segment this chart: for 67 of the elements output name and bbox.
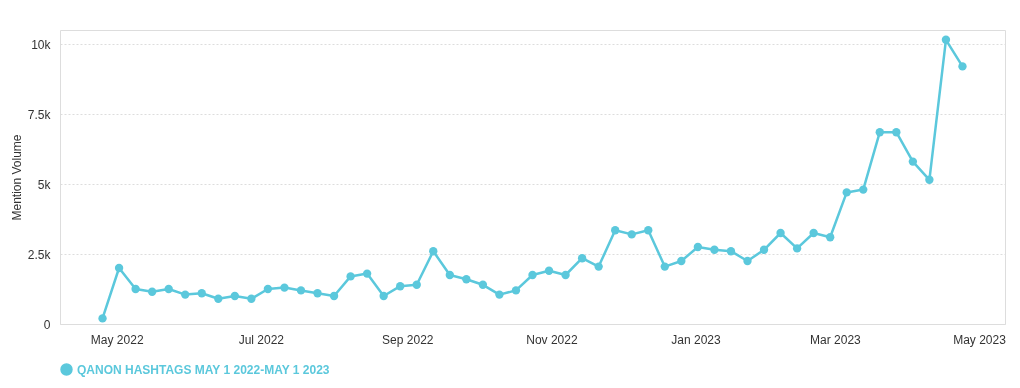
point: [412, 280, 421, 289]
point: [478, 280, 488, 289]
point: [98, 314, 107, 323]
point: [594, 262, 603, 271]
point: [825, 233, 835, 242]
point: [693, 242, 703, 252]
point: [280, 283, 289, 292]
point: [875, 128, 884, 137]
point: [941, 35, 951, 44]
point: [181, 290, 190, 299]
x-tick-label: May 2022: [90, 332, 144, 347]
point: [511, 286, 521, 295]
point: [677, 256, 686, 266]
point: [726, 247, 736, 256]
point: [346, 272, 355, 281]
point: [114, 263, 124, 273]
point: [660, 262, 669, 271]
point: [544, 266, 554, 275]
point: [263, 284, 273, 294]
point: [247, 294, 256, 303]
x-tick-label: Mar 2023: [810, 332, 862, 347]
point: [379, 291, 388, 301]
point: [809, 228, 818, 238]
point: [462, 275, 471, 284]
point: [528, 270, 537, 280]
point: [743, 256, 752, 266]
y-tick-label: 2.5k: [27, 247, 52, 262]
point: [561, 270, 570, 280]
point: [296, 286, 306, 295]
point: [164, 284, 173, 294]
point: [429, 247, 438, 256]
point: [958, 62, 967, 71]
point: [776, 228, 785, 238]
x-tick-label: Sep 2022: [382, 332, 434, 347]
point: [131, 284, 140, 294]
y-tick-label: 7.5k: [27, 107, 52, 122]
point: [925, 175, 934, 184]
point: [230, 291, 240, 301]
point: [313, 289, 322, 298]
point: [859, 185, 868, 194]
point: [892, 128, 901, 137]
point: [495, 290, 504, 299]
x-tick-label: Jan 2023: [671, 332, 722, 347]
point: [147, 287, 157, 296]
x-tick-label: Nov 2022: [526, 332, 578, 347]
point: [710, 245, 719, 254]
point: [396, 282, 405, 291]
point: [842, 188, 851, 197]
x-tick-label: May 2023: [953, 332, 1007, 347]
point: [759, 245, 769, 254]
legend-label: QANON HASHTAGS MAY 1 2022-MAY 1 2023: [77, 362, 330, 377]
y-tick-label: 5k: [37, 177, 52, 192]
y-tick-label: 0: [43, 317, 51, 332]
point: [214, 294, 223, 303]
point: [908, 157, 918, 166]
point: [362, 269, 372, 278]
point: [611, 226, 620, 235]
point: [577, 254, 587, 263]
point: [792, 244, 802, 253]
point: [329, 291, 339, 301]
point: [627, 230, 636, 239]
point: [445, 270, 454, 280]
x-tick-label: Jul 2022: [238, 332, 285, 347]
point: [197, 289, 206, 298]
y-tick-label: 10k: [31, 37, 52, 52]
y-axis-title: Mention Volume: [9, 134, 24, 221]
point: [644, 226, 653, 235]
